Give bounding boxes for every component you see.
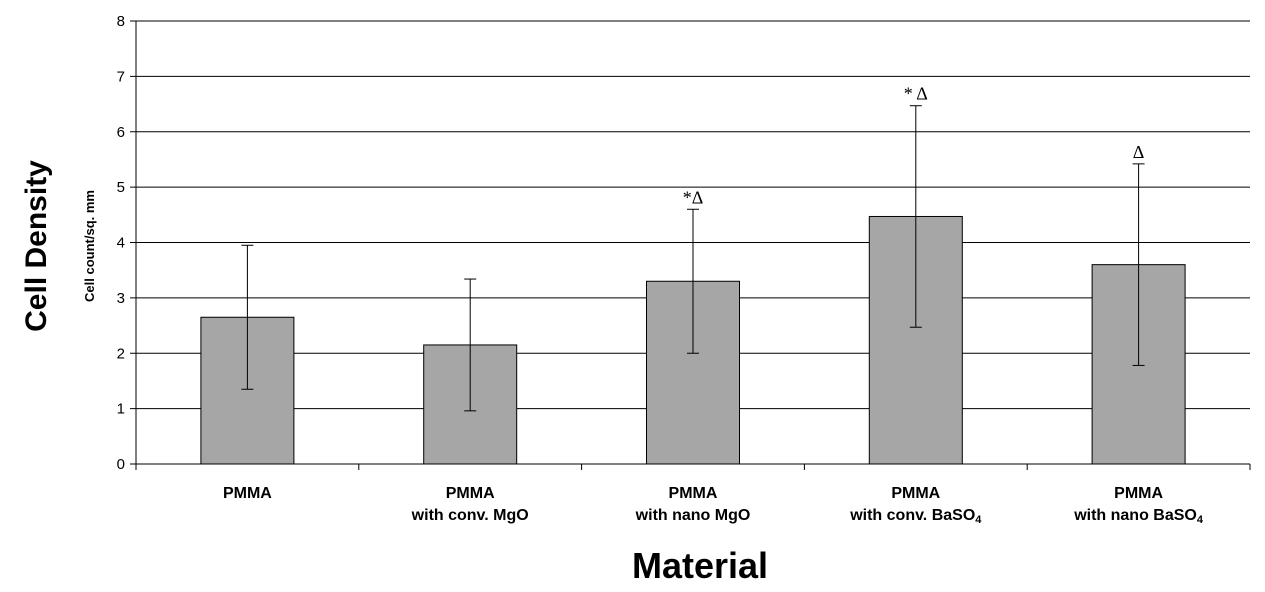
significance-annotation: * Δ [904, 84, 928, 104]
x-category-label-subscript: 4 [1197, 514, 1204, 526]
y-tick-label: 2 [117, 345, 125, 362]
x-category-label-subscript: 4 [975, 514, 982, 526]
x-category-label-main: with conv. BaSO [849, 507, 975, 524]
x-category-label-main: with conv. MgO [411, 507, 529, 524]
x-category-label: PMMA [891, 485, 940, 502]
y-axis-title: Cell Density [20, 160, 53, 332]
y-tick-label: 4 [117, 235, 125, 252]
x-category-label-main: with nano BaSO [1073, 507, 1197, 524]
x-category-labels: PMMA PMMA with conv. MgO PMMA with nano MgO P… [223, 485, 1204, 526]
y-tick-labels: 0 1 2 3 4 5 6 7 8 [117, 13, 125, 473]
x-category-label-main: with nano MgO [635, 507, 751, 524]
significance-annotation: Δ [1133, 142, 1145, 162]
x-category-label: PMMA [223, 485, 272, 502]
x-category-label: PMMA [446, 485, 495, 502]
bar [868, 215, 963, 465]
x-category-label-line2: with nano BaSO4 [1073, 507, 1204, 526]
y-tick-label: 7 [117, 68, 125, 85]
x-category-label: PMMA [1114, 485, 1163, 502]
y-axis-subtitle: Cell count/sq. mm [82, 190, 97, 302]
y-tick-label: 8 [117, 13, 125, 30]
annotations: *Δ * Δ Δ [683, 84, 1145, 208]
x-axis-title: Material [632, 545, 768, 586]
y-tick-label: 5 [117, 179, 125, 196]
x-category-label-line2: with conv. MgO [411, 507, 529, 524]
x-category-label: PMMA [669, 485, 718, 502]
y-tick-label: 0 [117, 456, 125, 473]
error-bars [241, 105, 1145, 412]
significance-annotation: *Δ [683, 187, 704, 207]
x-category-label-line2: with conv. BaSO4 [849, 507, 982, 526]
y-tick-label: 1 [117, 401, 125, 418]
axes [130, 20, 1251, 470]
y-tick-label: 3 [117, 290, 125, 307]
y-tick-label: 6 [117, 124, 125, 141]
x-category-label-line2: with nano MgO [635, 507, 751, 524]
